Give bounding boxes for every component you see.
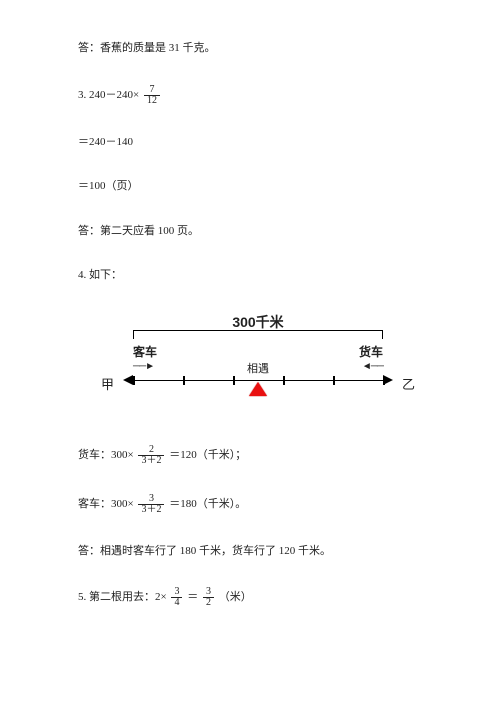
tick xyxy=(333,376,335,385)
p4-answer: 答：相遇时客车行了 180 千米，货车行了 120 千米。 xyxy=(78,543,438,560)
p3-answer: 答：第二天应看 100 页。 xyxy=(78,223,438,240)
denominator: 3＋2 xyxy=(138,455,164,466)
p5-mid: ＝ xyxy=(187,591,201,603)
denominator: 3＋2 xyxy=(138,504,164,515)
answer-1: 答：香蕉的质量是 31 千克。 xyxy=(78,40,438,57)
axis-arrow-right-icon xyxy=(383,375,393,385)
numerator: 2 xyxy=(138,445,164,455)
bus-text: 客车 xyxy=(133,345,157,359)
p3-expression: 3. 240－240× 7 12 xyxy=(78,85,438,106)
fraction-7-12: 7 12 xyxy=(144,85,160,106)
meet-label: 相遇 xyxy=(103,360,413,376)
tick xyxy=(183,376,185,385)
fraction-2-5: 2 3＋2 xyxy=(138,445,164,466)
numerator: 3 xyxy=(203,587,214,597)
total-distance-label: 300千米 xyxy=(103,312,413,332)
fraction-3-5: 3 3＋2 xyxy=(138,494,164,515)
tick xyxy=(383,376,385,385)
truck-post: ＝120（千米）； xyxy=(169,449,246,461)
endpoint-left: 甲 xyxy=(101,374,114,393)
bus-calc: 客车：300× 3 3＋2 ＝180（千米）。 xyxy=(78,494,438,515)
p5-pre: 5. 第二根用去：2× xyxy=(78,591,169,603)
bracket xyxy=(133,330,383,339)
fraction-3-4: 3 4 xyxy=(171,587,182,608)
denominator: 2 xyxy=(203,597,214,608)
axis-arrow-left-icon xyxy=(123,375,133,385)
p5-expression: 5. 第二根用去：2× 3 4 ＝ 3 2 （米） xyxy=(78,587,438,608)
p3-step2: ＝100（页） xyxy=(78,178,438,195)
tick xyxy=(133,376,135,385)
truck-calc: 货车：300× 2 3＋2 ＝120（千米）； xyxy=(78,445,438,466)
numerator: 3 xyxy=(138,494,164,504)
numerator: 7 xyxy=(144,85,160,95)
p3-lead: 3. 240－240× xyxy=(78,89,142,101)
p5-post: （米） xyxy=(219,591,252,603)
fraction-3-2: 3 2 xyxy=(203,587,214,608)
numerator: 3 xyxy=(171,587,182,597)
tick xyxy=(233,376,235,385)
meeting-point-marker-icon xyxy=(249,382,267,396)
bus-post: ＝180（千米）。 xyxy=(169,498,246,510)
p4-lead: 4. 如下： xyxy=(78,267,438,284)
denominator: 4 xyxy=(171,597,182,608)
tick xyxy=(283,376,285,385)
denominator: 12 xyxy=(144,95,160,106)
p3-step1: ＝240－140 xyxy=(78,134,438,151)
endpoint-right: 乙 xyxy=(402,374,415,393)
truck-text: 货车 xyxy=(359,345,383,359)
truck-pre: 货车：300× xyxy=(78,449,136,461)
bus-pre: 客车：300× xyxy=(78,498,136,510)
distance-diagram: 300千米 客车 ──► 货车 ◄── 相遇 甲 乙 xyxy=(103,312,413,417)
